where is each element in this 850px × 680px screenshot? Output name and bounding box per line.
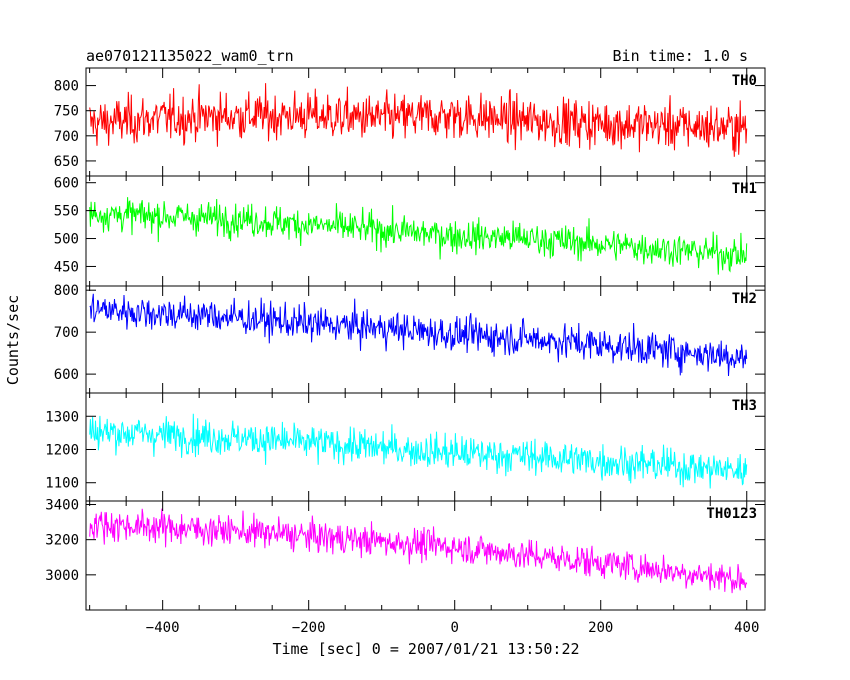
y-tick-label: 650 — [54, 154, 79, 170]
chart-title-right: Bin time: 1.0 s — [613, 47, 748, 65]
series-line-th1 — [89, 197, 748, 275]
panel-th0123: 3000 3200 3400 TH0123 — [45, 498, 766, 611]
panel-frame — [85, 500, 766, 611]
chart-panels: 650 700 750 800 TH0 450 500 550 600 TH1 600 700 800 T… — [45, 67, 766, 636]
panel-label: TH0123 — [706, 506, 757, 522]
panel-label: TH3 — [732, 398, 757, 414]
y-axis-label: Counts/sec — [4, 295, 22, 385]
panel-frame — [85, 285, 766, 394]
y-tick-label: 800 — [54, 283, 79, 299]
series-line-th2 — [89, 293, 748, 377]
x-tick-label: −400 — [146, 620, 180, 636]
y-tick-label: 700 — [54, 325, 79, 341]
x-axis-label: Time [sec] 0 = 2007/01/21 13:50:22 — [272, 640, 579, 658]
y-tick-label: 500 — [54, 232, 79, 248]
y-tick-label: 600 — [54, 176, 79, 192]
y-tick-label: 3000 — [45, 568, 79, 584]
y-tick-label: 1300 — [45, 409, 79, 425]
x-tick-label: 0 — [450, 620, 458, 636]
panel-th0: 650 700 750 800 TH0 — [54, 67, 766, 177]
y-tick-label: 3400 — [45, 498, 79, 514]
y-tick-label: 700 — [54, 129, 79, 145]
x-tick-label: 200 — [588, 620, 613, 636]
chart-title-left: ae070121135022_wam0_trn — [86, 47, 294, 65]
y-tick-label: 1100 — [45, 476, 79, 492]
panel-label: TH0 — [732, 73, 757, 89]
series-line-th0 — [89, 83, 748, 157]
x-tick-label: −200 — [292, 620, 326, 636]
series-line-th3 — [89, 413, 748, 489]
y-tick-label: 750 — [54, 104, 79, 120]
series-line-th0123 — [89, 508, 748, 594]
panel-th2: 600 700 800 TH2 — [54, 283, 766, 394]
y-tick-label: 1200 — [45, 442, 79, 458]
x-tick-label: 400 — [734, 620, 759, 636]
y-tick-label: 3200 — [45, 533, 79, 549]
panel-th3: 1100 1200 1300 TH3 — [45, 392, 766, 502]
panel-th1: 450 500 550 600 TH1 — [54, 175, 766, 287]
panel-frame — [85, 67, 766, 177]
panel-label: TH1 — [732, 181, 757, 197]
y-tick-label: 450 — [54, 259, 79, 275]
panel-label: TH2 — [732, 291, 757, 307]
y-tick-label: 550 — [54, 204, 79, 220]
y-tick-label: 800 — [54, 79, 79, 95]
y-tick-label: 600 — [54, 367, 79, 383]
